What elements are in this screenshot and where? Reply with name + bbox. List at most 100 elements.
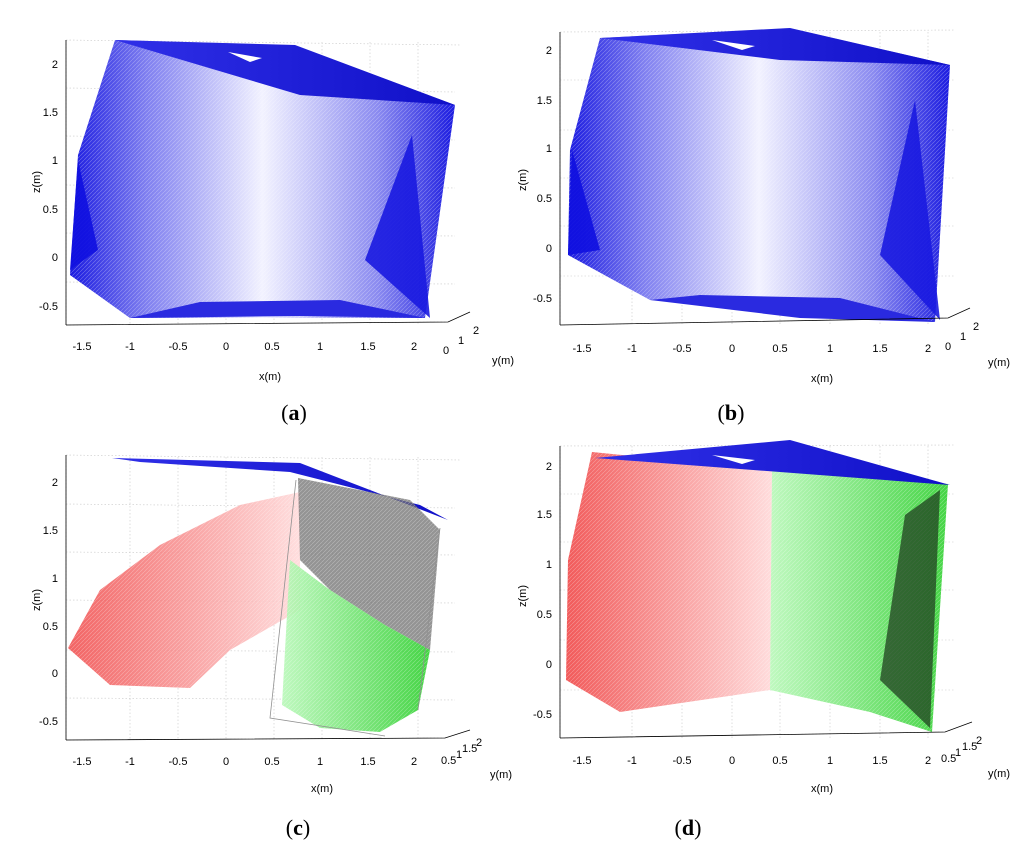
y-axis-label: y(m) bbox=[490, 769, 512, 781]
panel-b-ytick-labels: 0 1 2 bbox=[945, 321, 979, 353]
panel-caption-letter: c bbox=[293, 815, 303, 840]
panel-d-ytick-labels: 0.5 1 1.5 2 bbox=[941, 735, 982, 765]
z-tick: -0.5 bbox=[39, 716, 58, 728]
z-tick: 1.5 bbox=[43, 525, 58, 537]
z-axis-label: z(m) bbox=[517, 585, 529, 607]
y-tick: 2 bbox=[476, 737, 482, 749]
z-tick: 0.5 bbox=[43, 621, 58, 633]
z-axis-label: z(m) bbox=[31, 589, 43, 611]
panel-c-ytick-labels: 0.5 1 1.5 2 bbox=[441, 737, 482, 767]
y-tick: 1 bbox=[955, 747, 961, 759]
panel-c-wall-gray-texture bbox=[298, 478, 440, 650]
y-tick: 0.5 bbox=[441, 755, 456, 767]
z-tick: 1.5 bbox=[537, 509, 552, 521]
x-tick: 1 bbox=[827, 755, 833, 767]
x-tick: 2 bbox=[411, 341, 417, 353]
y-tick: 2 bbox=[473, 325, 479, 337]
x-tick: -1.5 bbox=[573, 343, 592, 355]
z-tick: 1 bbox=[52, 155, 58, 167]
panel-caption-letter: d bbox=[682, 815, 694, 840]
y-tick: 0 bbox=[945, 341, 951, 353]
x-tick: 0 bbox=[223, 341, 229, 353]
panel-d-ceiling bbox=[595, 440, 950, 485]
panel-b-left-wall bbox=[568, 150, 600, 255]
x-tick: 1.5 bbox=[872, 755, 887, 767]
panel-d: 2 1.5 1 0.5 0 -0.5 -1.5 -1 -0.5 0 0.5 1 … bbox=[517, 440, 1010, 840]
panel-caption: (a) bbox=[281, 400, 307, 425]
panel-b-xtick-labels: -1.5 -1 -0.5 0 0.5 1 1.5 2 bbox=[573, 343, 932, 355]
y-tick: 2 bbox=[976, 735, 982, 747]
x-tick: -1 bbox=[125, 341, 135, 353]
x-tick: 2 bbox=[925, 343, 931, 355]
panel-d-wall-red-texture bbox=[566, 452, 772, 712]
panel-c-wall-green-texture bbox=[282, 560, 430, 732]
x-axis-label: x(m) bbox=[811, 373, 833, 385]
x-axis-label: x(m) bbox=[259, 371, 281, 383]
panel-b-ceiling-hole bbox=[712, 40, 755, 50]
z-tick: -0.5 bbox=[533, 709, 552, 721]
panel-caption: (c) bbox=[286, 815, 310, 840]
x-axis-label: x(m) bbox=[811, 783, 833, 795]
panel-a-walls-texture bbox=[70, 40, 455, 318]
x-tick: 1 bbox=[317, 756, 323, 768]
x-tick: 0 bbox=[223, 756, 229, 768]
panel-a-ceiling bbox=[115, 40, 455, 105]
z-tick: 1 bbox=[546, 143, 552, 155]
z-tick: 0 bbox=[52, 668, 58, 680]
x-tick: -1.5 bbox=[73, 341, 92, 353]
z-tick: 1 bbox=[52, 573, 58, 585]
panel-c-ceiling bbox=[112, 458, 448, 520]
z-tick: 0 bbox=[546, 659, 552, 671]
z-axis-label: z(m) bbox=[517, 169, 529, 191]
y-tick: 0 bbox=[443, 345, 449, 357]
panel-a-axes bbox=[65, 40, 471, 326]
y-tick: 1.5 bbox=[962, 741, 977, 753]
z-tick: 0 bbox=[546, 243, 552, 255]
x-tick: 2 bbox=[925, 755, 931, 767]
x-tick: 0 bbox=[729, 755, 735, 767]
z-tick: 2 bbox=[546, 461, 552, 473]
y-tick: 1 bbox=[456, 749, 462, 761]
y-tick: 1 bbox=[960, 331, 966, 343]
panel-c-axes bbox=[65, 455, 471, 741]
panel-d-xtick-labels: -1.5 -1 -0.5 0 0.5 1 1.5 2 bbox=[573, 755, 932, 767]
panel-c-ztick-labels: 2 1.5 1 0.5 0 -0.5 bbox=[39, 477, 58, 728]
x-tick: -0.5 bbox=[169, 756, 188, 768]
x-tick: 0.5 bbox=[264, 756, 279, 768]
panel-b-walls-texture bbox=[568, 28, 950, 322]
panel-a-ceiling-hole bbox=[228, 52, 262, 62]
panel-c-wall-red-texture bbox=[68, 492, 300, 688]
panel-c-xtick-labels: -1.5 -1 -0.5 0 0.5 1 1.5 2 bbox=[73, 756, 418, 768]
panel-b-ceiling bbox=[600, 28, 950, 65]
panel-d-wall-dark bbox=[880, 490, 940, 728]
x-tick: 0.5 bbox=[264, 341, 279, 353]
z-tick: 0.5 bbox=[537, 609, 552, 621]
y-axis-label: y(m) bbox=[988, 357, 1010, 369]
x-tick: -0.5 bbox=[673, 343, 692, 355]
z-tick: 1.5 bbox=[43, 107, 58, 119]
panel-a-ztick-labels: 2 1.5 1 0.5 0 -0.5 bbox=[39, 59, 58, 313]
panel-caption-letter: b bbox=[725, 400, 737, 425]
y-axis-label: y(m) bbox=[988, 768, 1010, 780]
z-tick: 1.5 bbox=[537, 95, 552, 107]
panel-caption: (d) bbox=[675, 815, 702, 840]
z-tick: 0.5 bbox=[43, 204, 58, 216]
x-tick: -1 bbox=[627, 755, 637, 767]
panel-b: 2 1.5 1 0.5 0 -0.5 -1.5 -1 -0.5 0 0.5 1 … bbox=[517, 28, 1010, 425]
z-tick: 2 bbox=[52, 477, 58, 489]
z-tick: 0 bbox=[52, 252, 58, 264]
panel-a-floor bbox=[130, 300, 425, 318]
x-tick: 0.5 bbox=[772, 343, 787, 355]
x-tick: -1 bbox=[125, 756, 135, 768]
x-tick: 0.5 bbox=[772, 755, 787, 767]
y-axis-label: y(m) bbox=[492, 355, 514, 367]
panel-caption-letter: a bbox=[289, 400, 300, 425]
x-tick: 1.5 bbox=[360, 756, 375, 768]
z-tick: 1 bbox=[546, 559, 552, 571]
y-tick: 2 bbox=[973, 321, 979, 333]
panel-caption: (b) bbox=[718, 400, 745, 425]
z-tick: 0.5 bbox=[537, 193, 552, 205]
panel-a: 2 1.5 1 0.5 0 -0.5 -1.5 -1 -0.5 0 0.5 1 … bbox=[31, 39, 514, 425]
panel-b-right-wall bbox=[880, 100, 940, 320]
